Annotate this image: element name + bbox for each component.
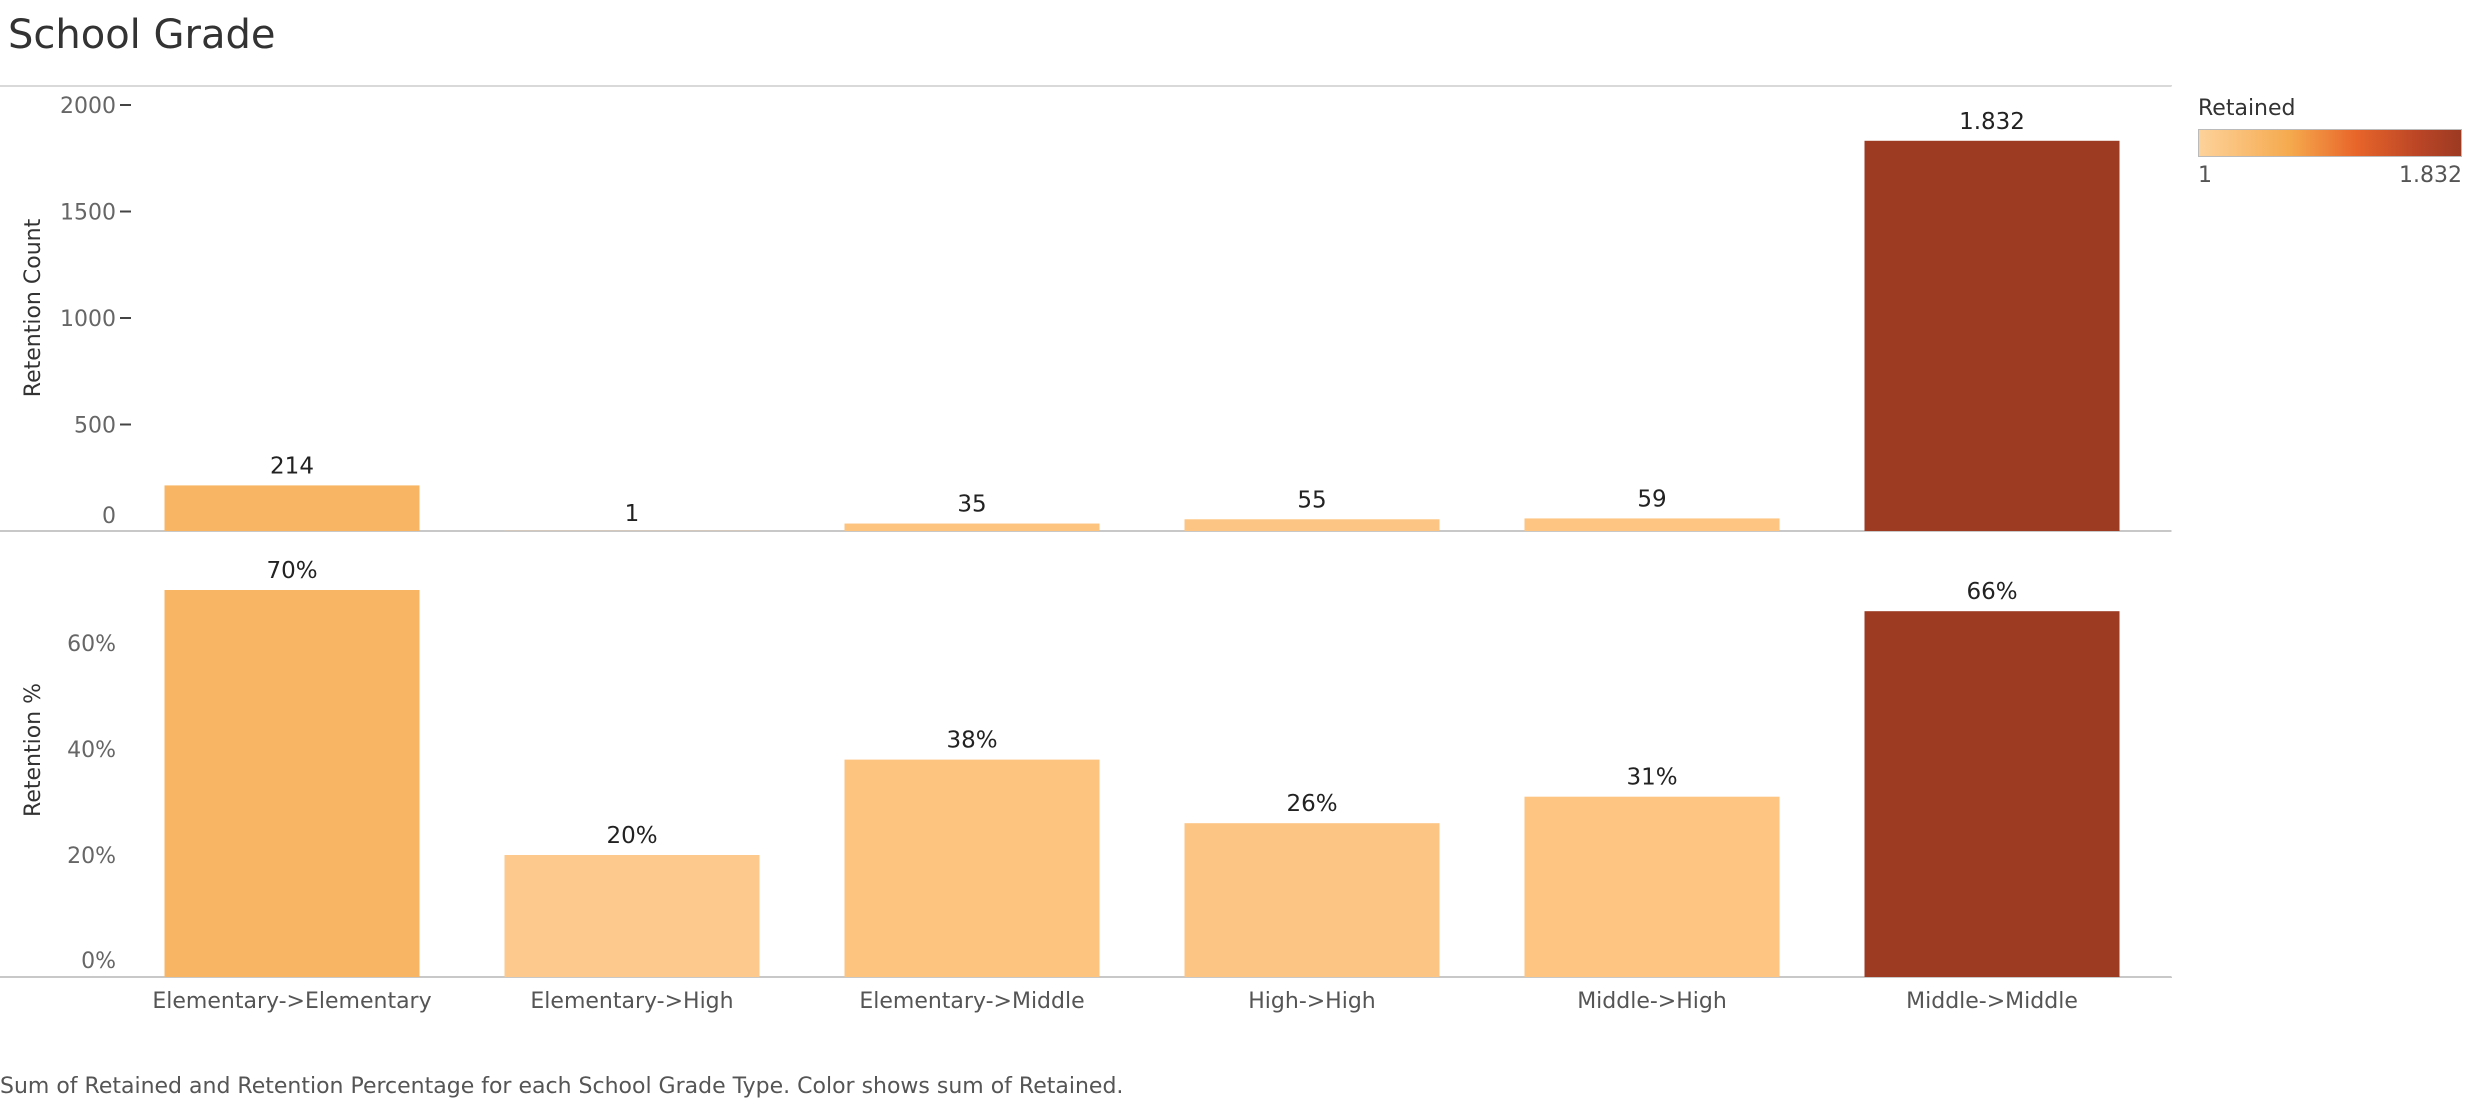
y-tick-label-pct: 0%: [81, 949, 116, 974]
y-tick-label-count: 500: [74, 414, 116, 439]
legend-gradient: [2198, 129, 2462, 157]
y-tick-label-pct: 20%: [67, 844, 116, 869]
x-tick-label: Middle->High: [1577, 989, 1727, 1014]
bar-retention-pct: [844, 759, 1100, 977]
bar-retention-count: [164, 485, 420, 531]
data-label-pct: 66%: [1966, 579, 2017, 605]
y-tick-label-count: 1500: [60, 201, 116, 226]
bar-retention-pct: [164, 590, 420, 977]
y-tick-label-count: 0: [102, 504, 116, 529]
data-label-pct: 26%: [1286, 791, 1337, 817]
y-tick-label-count: 1000: [60, 307, 116, 332]
data-label-pct: 31%: [1626, 765, 1677, 791]
legend-max-label: 1.832: [2399, 163, 2462, 188]
x-tick-label: High->High: [1248, 989, 1376, 1014]
color-legend: Retained 1 1.832: [2198, 96, 2468, 188]
data-label-pct: 20%: [606, 823, 657, 849]
y-tick-label-pct: 60%: [67, 632, 116, 657]
data-label-count: 35: [957, 492, 986, 518]
data-label-count: 214: [270, 453, 314, 479]
y-axis-label-pct: Retention %: [21, 683, 46, 817]
bar-retention-pct: [504, 855, 760, 977]
y-tick-label-pct: 40%: [67, 738, 116, 763]
bar-retention-count: [1184, 519, 1440, 531]
legend-title: Retained: [2198, 96, 2296, 121]
y-axis-label-count: Retention Count: [21, 218, 46, 397]
y-tick-label-count: 2000: [60, 94, 116, 119]
data-label-pct: 38%: [946, 728, 997, 754]
bar-retention-count: [1524, 518, 1780, 531]
x-tick-label: Elementary->Elementary: [152, 989, 431, 1014]
data-label-count: 59: [1637, 486, 1666, 512]
chart-caption: Sum of Retained and Retention Percentage…: [0, 1074, 1124, 1099]
data-label-pct: 70%: [266, 558, 317, 584]
chart-title: School Grade: [8, 12, 276, 58]
bar-retention-pct: [1184, 823, 1440, 977]
x-tick-label: Middle->Middle: [1906, 989, 2078, 1014]
x-tick-label: Elementary->High: [530, 989, 733, 1014]
bar-retention-pct: [1864, 611, 2120, 977]
bar-retention-count: [844, 523, 1100, 531]
data-label-count: 1.832: [1959, 109, 2025, 135]
bar-retention-pct: [1524, 796, 1780, 977]
x-tick-label: Elementary->Middle: [859, 989, 1084, 1014]
data-label-count: 1: [625, 501, 640, 527]
data-label-count: 55: [1297, 487, 1326, 513]
bar-retention-count: [1864, 140, 2120, 531]
legend-min-label: 1: [2198, 163, 2212, 188]
